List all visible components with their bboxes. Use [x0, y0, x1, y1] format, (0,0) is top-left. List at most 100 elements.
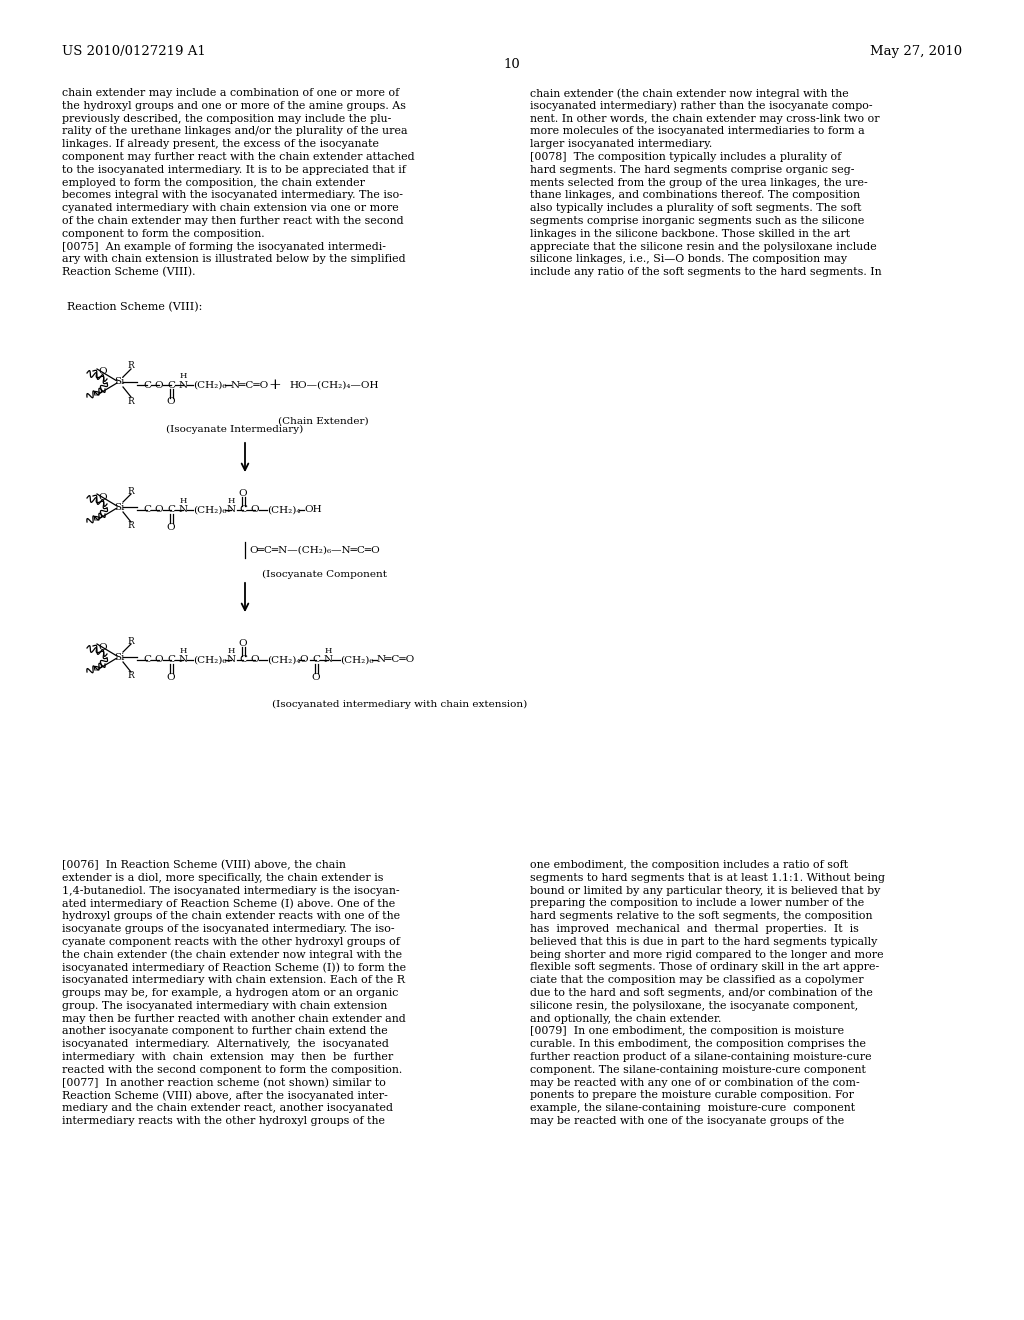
Text: N: N — [178, 380, 187, 389]
Text: intermediary  with  chain  extension  may  then  be  further: intermediary with chain extension may th… — [62, 1052, 393, 1063]
Text: N: N — [226, 656, 236, 664]
Text: (CH₂)₆: (CH₂)₆ — [193, 656, 226, 664]
Text: O: O — [239, 488, 248, 498]
Text: thane linkages, and combinations thereof. The composition: thane linkages, and combinations thereof… — [530, 190, 860, 201]
Text: isocyanated intermediary of Reaction Scheme (I)) to form the: isocyanated intermediary of Reaction Sch… — [62, 962, 407, 973]
Text: O: O — [167, 672, 175, 681]
Text: 10: 10 — [504, 58, 520, 71]
Text: chain extender (the chain extender now integral with the: chain extender (the chain extender now i… — [530, 88, 849, 99]
Text: segments to hard segments that is at least 1.1:1. Without being: segments to hard segments that is at lea… — [530, 873, 885, 883]
Text: (Isocyanated intermediary with chain extension): (Isocyanated intermediary with chain ext… — [272, 700, 527, 709]
Text: rality of the urethane linkages and/or the plurality of the urea: rality of the urethane linkages and/or t… — [62, 127, 408, 136]
Text: [0075]  An example of forming the isocyanated intermedi-: [0075] An example of forming the isocyan… — [62, 242, 386, 252]
Text: (Chain Extender): (Chain Extender) — [278, 417, 369, 426]
Text: isocyanated  intermediary.  Alternatively,  the  isocyanated: isocyanated intermediary. Alternatively,… — [62, 1039, 389, 1049]
Text: R: R — [128, 521, 134, 531]
Text: hydroxyl groups of the chain extender reacts with one of the: hydroxyl groups of the chain extender re… — [62, 911, 400, 921]
Text: O: O — [300, 656, 308, 664]
Text: (Isocyanate Component: (Isocyanate Component — [262, 570, 387, 579]
Text: R: R — [128, 362, 134, 371]
Text: flexible soft segments. Those of ordinary skill in the art appre-: flexible soft segments. Those of ordinar… — [530, 962, 880, 973]
Text: chain extender may include a combination of one or more of: chain extender may include a combination… — [62, 88, 399, 98]
Text: intermediary reacts with the other hydroxyl groups of the: intermediary reacts with the other hydro… — [62, 1115, 385, 1126]
Text: Reaction Scheme (VIII):: Reaction Scheme (VIII): — [67, 302, 203, 313]
Text: hard segments. The hard segments comprise organic seg-: hard segments. The hard segments compris… — [530, 165, 854, 174]
Text: R: R — [128, 396, 134, 405]
Text: group. The isocyanated intermediary with chain extension: group. The isocyanated intermediary with… — [62, 1001, 387, 1011]
Text: R: R — [128, 672, 134, 681]
Text: component. The silane-containing moisture-cure component: component. The silane-containing moistur… — [530, 1065, 866, 1074]
Text: O: O — [155, 656, 163, 664]
Text: May 27, 2010: May 27, 2010 — [869, 45, 962, 58]
Text: [0079]  In one embodiment, the composition is moisture: [0079] In one embodiment, the compositio… — [530, 1027, 844, 1036]
Text: previously described, the composition may include the plu-: previously described, the composition ma… — [62, 114, 391, 124]
Text: hard segments relative to the soft segments, the composition: hard segments relative to the soft segme… — [530, 911, 872, 921]
Text: H: H — [179, 647, 186, 655]
Text: O: O — [239, 639, 248, 648]
Text: isocyanated intermediary with chain extension. Each of the R: isocyanated intermediary with chain exte… — [62, 975, 406, 985]
Text: has  improved  mechanical  and  thermal  properties.  It  is: has improved mechanical and thermal prop… — [530, 924, 859, 935]
Text: C: C — [143, 380, 151, 389]
Text: O═C═N—(CH₂)₆—N═C═O: O═C═N—(CH₂)₆—N═C═O — [249, 545, 380, 554]
Text: C: C — [167, 656, 175, 664]
Text: R: R — [128, 487, 134, 495]
Text: N: N — [178, 656, 187, 664]
Text: ciate that the composition may be classified as a copolymer: ciate that the composition may be classi… — [530, 975, 863, 985]
Text: O: O — [98, 367, 108, 376]
Text: C: C — [167, 380, 175, 389]
Text: becomes integral with the isocyanated intermediary. The iso-: becomes integral with the isocyanated in… — [62, 190, 403, 201]
Text: more molecules of the isocyanated intermediaries to form a: more molecules of the isocyanated interm… — [530, 127, 864, 136]
Text: Si: Si — [114, 652, 124, 661]
Text: US 2010/0127219 A1: US 2010/0127219 A1 — [62, 45, 206, 58]
Text: OH: OH — [304, 506, 322, 515]
Text: H: H — [227, 498, 234, 506]
Text: segments comprise inorganic segments such as the silicone: segments comprise inorganic segments suc… — [530, 216, 864, 226]
Text: believed that this is due in part to the hard segments typically: believed that this is due in part to the… — [530, 937, 878, 946]
Text: O: O — [251, 656, 259, 664]
Text: N: N — [226, 506, 236, 515]
Text: extender is a diol, more specifically, the chain extender is: extender is a diol, more specifically, t… — [62, 873, 384, 883]
Text: include any ratio of the soft segments to the hard segments. In: include any ratio of the soft segments t… — [530, 267, 882, 277]
Text: [0076]  In Reaction Scheme (VIII) above, the chain: [0076] In Reaction Scheme (VIII) above, … — [62, 861, 346, 870]
Text: (CH₂)₆: (CH₂)₆ — [193, 506, 226, 515]
Text: example, the silane-containing  moisture-cure  component: example, the silane-containing moisture-… — [530, 1104, 855, 1113]
Text: (CH₂)₄: (CH₂)₄ — [267, 506, 300, 515]
Text: silicone linkages, i.e., Si—O bonds. The composition may: silicone linkages, i.e., Si—O bonds. The… — [530, 255, 847, 264]
Text: nent. In other words, the chain extender may cross-link two or: nent. In other words, the chain extender… — [530, 114, 880, 124]
Text: appreciate that the silicone resin and the polysiloxane include: appreciate that the silicone resin and t… — [530, 242, 877, 252]
Text: N: N — [324, 656, 333, 664]
Text: HO—(CH₂)₄—OH: HO—(CH₂)₄—OH — [289, 380, 379, 389]
Text: may be reacted with any one of or combination of the com-: may be reacted with any one of or combin… — [530, 1077, 860, 1088]
Text: 1,4-butanediol. The isocyanated intermediary is the isocyan-: 1,4-butanediol. The isocyanated intermed… — [62, 886, 399, 895]
Text: silicone resin, the polysiloxane, the isocyanate component,: silicone resin, the polysiloxane, the is… — [530, 1001, 858, 1011]
Text: cyanate component reacts with the other hydroxyl groups of: cyanate component reacts with the other … — [62, 937, 400, 946]
Text: may then be further reacted with another chain extender and: may then be further reacted with another… — [62, 1014, 406, 1023]
Text: (Isocyanate Intermediary): (Isocyanate Intermediary) — [166, 425, 304, 434]
Text: and optionally, the chain extender.: and optionally, the chain extender. — [530, 1014, 721, 1023]
Text: groups may be, for example, a hydrogen atom or an organic: groups may be, for example, a hydrogen a… — [62, 987, 398, 998]
Text: ponents to prepare the moisture curable composition. For: ponents to prepare the moisture curable … — [530, 1090, 854, 1101]
Text: bound or limited by any particular theory, it is believed that by: bound or limited by any particular theor… — [530, 886, 881, 895]
Text: N═C═O: N═C═O — [231, 380, 269, 389]
Text: O: O — [167, 523, 175, 532]
Text: the hydroxyl groups and one or more of the amine groups. As: the hydroxyl groups and one or more of t… — [62, 100, 406, 111]
Text: being shorter and more rigid compared to the longer and more: being shorter and more rigid compared to… — [530, 949, 884, 960]
Text: C: C — [239, 506, 247, 515]
Text: may be reacted with one of the isocyanate groups of the: may be reacted with one of the isocyanat… — [530, 1115, 844, 1126]
Text: O: O — [311, 672, 321, 681]
Text: ments selected from the group of the urea linkages, the ure-: ments selected from the group of the ure… — [530, 178, 867, 187]
Text: component to form the composition.: component to form the composition. — [62, 228, 264, 239]
Text: Si: Si — [114, 503, 124, 511]
Text: component may further react with the chain extender attached: component may further react with the cha… — [62, 152, 415, 162]
Text: (CH₂)₆: (CH₂)₆ — [340, 656, 374, 664]
Text: (CH₂)₆: (CH₂)₆ — [193, 380, 226, 389]
Text: further reaction product of a silane-containing moisture-cure: further reaction product of a silane-con… — [530, 1052, 871, 1063]
Text: the chain extender (the chain extender now integral with the: the chain extender (the chain extender n… — [62, 949, 402, 960]
Text: curable. In this embodiment, the composition comprises the: curable. In this embodiment, the composi… — [530, 1039, 866, 1049]
Text: linkages in the silicone backbone. Those skilled in the art: linkages in the silicone backbone. Those… — [530, 228, 850, 239]
Text: (CH₂)₄: (CH₂)₄ — [267, 656, 300, 664]
Text: cyanated intermediary with chain extension via one or more: cyanated intermediary with chain extensi… — [62, 203, 398, 214]
Text: isocyanated intermediary) rather than the isocyanate compo-: isocyanated intermediary) rather than th… — [530, 100, 872, 111]
Text: C: C — [143, 506, 151, 515]
Text: another isocyanate component to further chain extend the: another isocyanate component to further … — [62, 1027, 388, 1036]
